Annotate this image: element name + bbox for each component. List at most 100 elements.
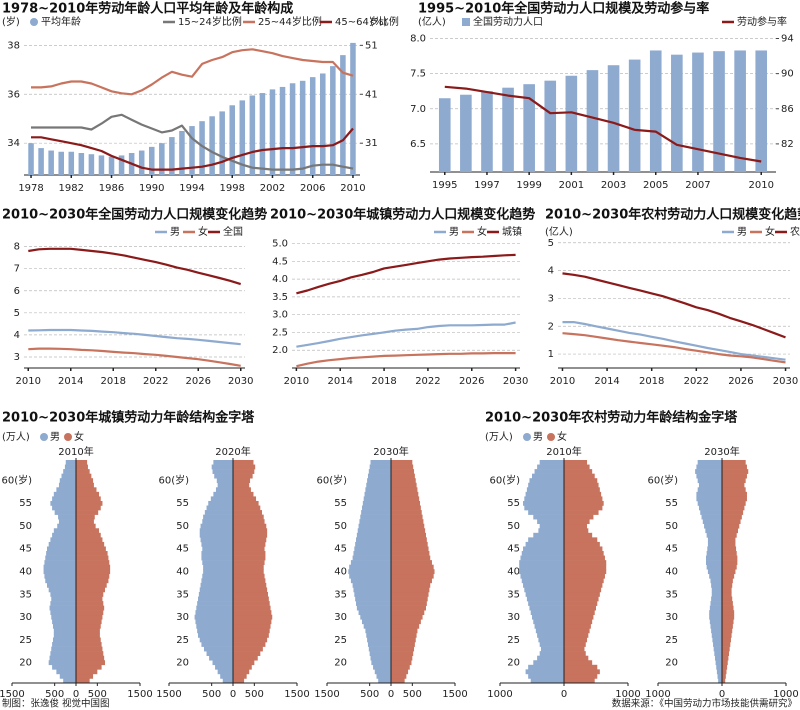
x-tick-label: 2018 [371,376,396,387]
pyramid-bar [523,582,564,588]
x-tick-label: 1500 [284,689,309,700]
y-tick-label: 50 [665,521,678,532]
pyramid-bar [700,510,722,515]
pyramid-bar [722,596,733,602]
pyramid-bar [356,532,391,538]
pyramid-bar [51,614,76,620]
y-tick-label: 60(岁) [1,473,32,486]
pyramid-bar [391,614,423,620]
bar [628,59,641,172]
pyramid-bar [76,482,94,488]
y-tick-label: 35 [507,589,520,600]
pyramid-bar [76,601,104,606]
pyramid-bar [76,646,103,652]
y-axis-unit: (亿人) [545,225,573,238]
pyramid-bar [533,619,564,625]
bar [209,116,215,175]
pyramid-bar [722,505,745,511]
x-tick-label: 1000 [645,689,670,700]
pyramid-bar [564,519,590,525]
bar [199,121,205,175]
pyramid-bar [233,473,253,479]
x-tick-label: 1995 [432,180,457,191]
pyramid-bar [564,646,585,652]
pyramid-bar [356,537,391,543]
pyramid-bar [76,478,94,484]
pyramid-bar [529,478,564,484]
x-tick-label: 1994 [179,183,204,194]
y-tick-label: 35 [665,589,678,600]
y-tick-label: 6.5 [410,139,426,150]
pyramid-bar [233,646,263,652]
pyramid-bar [48,587,76,593]
pyramid-bar [198,591,233,597]
pyramid-bar [711,582,722,588]
pyramid-bar [391,505,421,511]
panel-title: 2030年 [373,445,408,458]
pyramid-bar [564,601,598,606]
bar [239,100,246,175]
pyramid-bar [712,637,722,643]
bar [38,148,44,175]
pyramid-bar [564,573,605,579]
y-tick-label: 55 [507,498,520,509]
pyramid-bar [704,523,722,529]
pyramid-bar [564,491,602,497]
pyramid-bar [722,551,737,556]
pyramid-bar [722,469,749,474]
pyramid-bar [46,546,76,552]
bar [269,89,276,175]
pyramid-bar [696,491,722,497]
pyramid-bar [533,660,564,666]
pyramid-bar [697,478,722,484]
pyramid-bar [354,591,391,597]
pyramid-bar [564,660,593,666]
pyramid-bar [564,614,594,620]
pyramid-bar [696,473,722,479]
y2-axis-unit: (%) [370,17,387,28]
pyramid-bar [233,669,250,675]
pyramid-bar [528,482,564,488]
pyramid-bar [367,478,391,484]
pyramid-bar [195,619,233,625]
chart-title: 2010~2030年城镇劳动力年龄结构金字塔 [2,410,255,426]
pyramid-bar [203,514,233,520]
pyramid-bar [391,464,414,470]
series-line [31,127,354,171]
pyramid-bar [391,478,416,484]
pyramid-bar [61,473,76,479]
pyramid-bar [564,560,607,565]
pyramid-bar [76,632,100,638]
pyramid-bar [391,582,431,588]
series-line [296,321,516,348]
pyramid-bar [208,500,233,506]
series-line [28,347,241,367]
y-tick-label: 36 [7,89,20,100]
pyramid-bar [53,528,76,534]
pyramid-bar [709,573,722,579]
pyramid-bar [564,514,594,520]
x-tick-label: 2002 [260,183,285,194]
pyramid-bar [212,660,233,666]
pyramid-bar [707,569,722,575]
x-tick-label: 2022 [415,376,440,387]
pyramid-bar [722,541,736,547]
pyramid-bar [56,669,76,675]
pyramid-bar [391,664,410,670]
pyramid-bar [537,655,564,661]
pyramid-bar [523,500,564,506]
pyramid-bar [524,587,564,593]
y-tick-label: 7.0 [410,104,426,115]
x-tick-label: 2010 [550,376,575,387]
bar [340,55,346,175]
pyramid-bar [564,632,589,638]
pyramid-bar [216,478,233,484]
pyramid-bar [233,623,271,629]
pyramid-bar [528,664,564,670]
pyramid-bar [76,596,103,602]
pyramid-bar [194,614,233,620]
pyramid-bar [391,601,427,606]
pyramid-bar [76,619,102,625]
pyramid-bar [76,578,109,584]
